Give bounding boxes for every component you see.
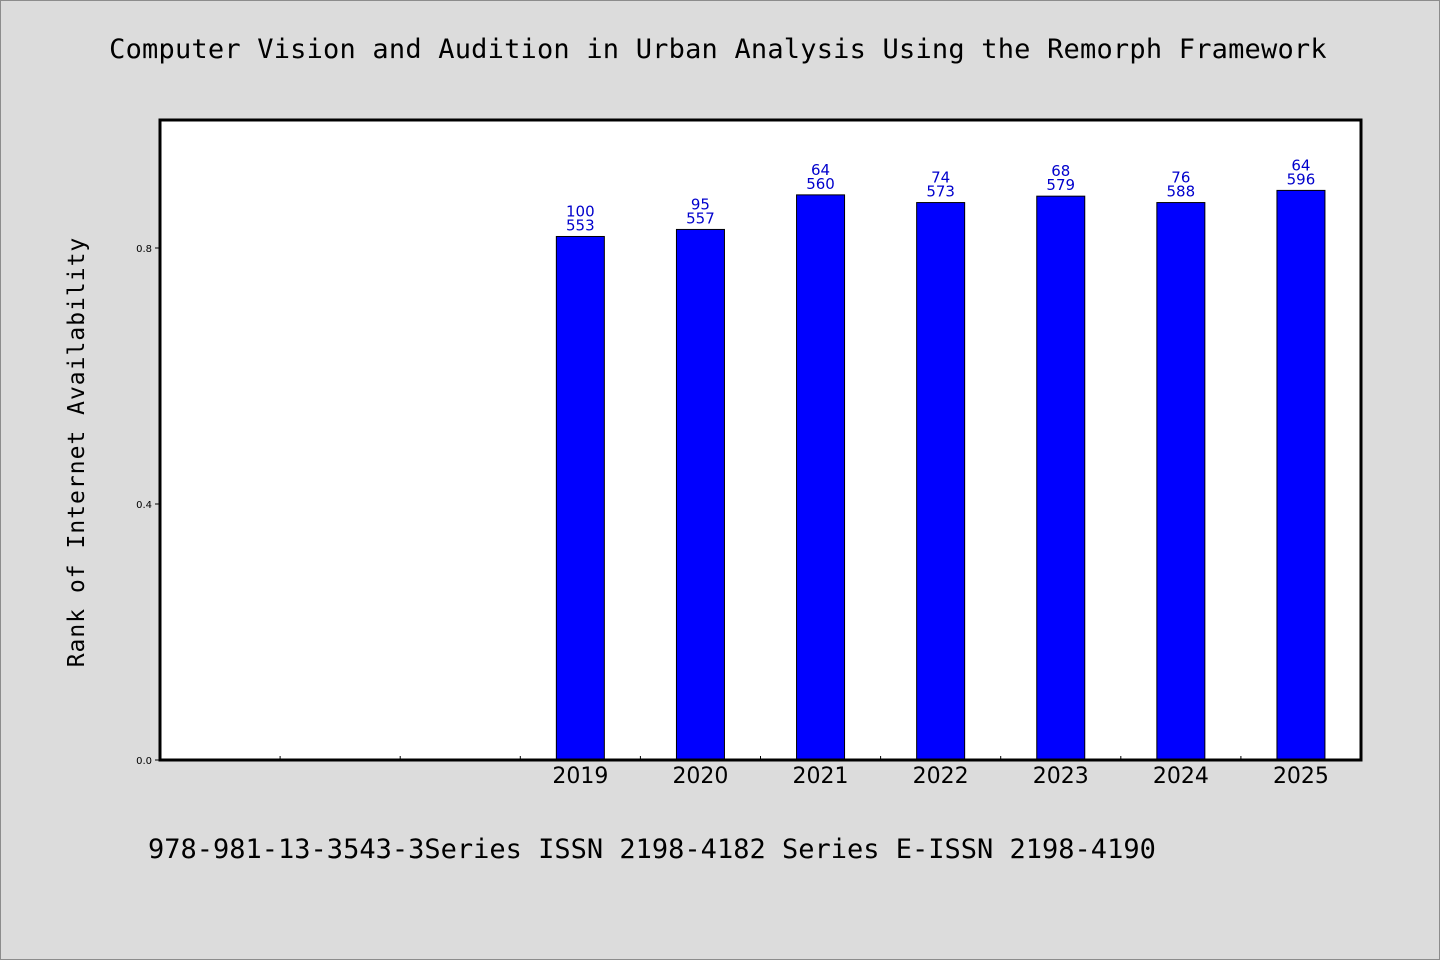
x-tick-label: 2024 [1153, 764, 1209, 789]
plot-border [158, 118, 1363, 762]
bar-value-label: 64 [811, 161, 830, 179]
x-tick-label: 2025 [1273, 764, 1329, 789]
y-tick-label: 0.0 [136, 756, 152, 767]
bar-value-label: 557 [686, 209, 715, 227]
bar [1156, 202, 1206, 761]
bar-value-label: 596 [1287, 170, 1316, 188]
bar [916, 202, 966, 761]
bar-value-label: 100 [566, 202, 595, 220]
bar [796, 194, 846, 761]
bar-value-label: 76 [1171, 169, 1190, 187]
bar-value-label: 64 [1291, 156, 1310, 174]
bar [675, 228, 725, 761]
bar [555, 235, 605, 761]
bar-value-label: 68 [1051, 162, 1070, 180]
x-tick-label: 2021 [793, 764, 849, 789]
bar-value-label: 573 [926, 183, 955, 201]
y-tick-label: 0.4 [136, 500, 152, 511]
bar [1036, 195, 1086, 761]
x-tick-label: 2023 [1033, 764, 1089, 789]
bar-value-label: 553 [566, 216, 595, 234]
bar-value-label: 74 [931, 169, 950, 187]
bar [1276, 189, 1326, 761]
bar-value-label: 560 [806, 175, 835, 193]
x-tick-label: 2022 [913, 764, 969, 789]
bar-value-label: 579 [1046, 176, 1075, 194]
chart-title: Computer Vision and Audition in Urban An… [109, 34, 1327, 65]
bar-value-label: 588 [1167, 183, 1196, 201]
bar-value-label: 95 [691, 195, 710, 213]
x-tick-label: 2020 [672, 764, 728, 789]
footer-text: 978-981-13-3543-3Series ISSN 2198-4182 S… [148, 834, 1156, 865]
y-tick-label: 0.8 [136, 244, 152, 255]
x-tick-label: 2019 [552, 764, 608, 789]
